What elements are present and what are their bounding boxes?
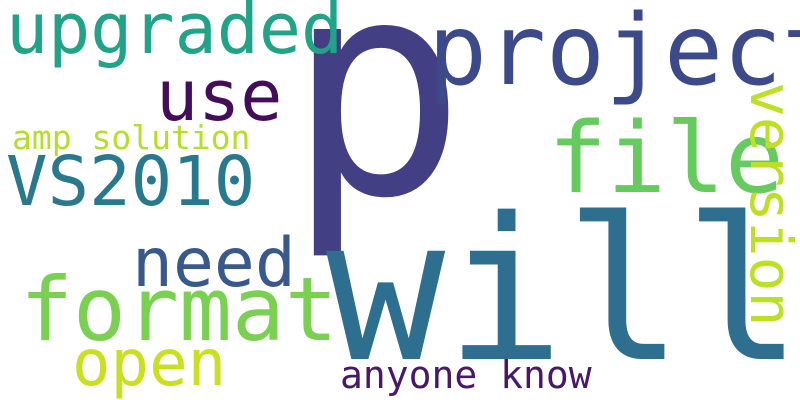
word-file: file: [548, 102, 785, 216]
word-amp-solution: amp solution: [12, 118, 251, 157]
word-vs2010: VS2010: [6, 142, 256, 222]
word-p: p: [286, 0, 467, 264]
word-format: format: [20, 258, 338, 361]
word-version: version: [737, 82, 800, 327]
word-open: open: [72, 327, 227, 400]
word-project: project: [428, 0, 800, 108]
word-will: will: [326, 175, 800, 400]
word-use: use: [156, 55, 283, 137]
word-anyone-know: anyone know: [340, 353, 592, 397]
word-upgraded: upgraded: [6, 0, 344, 70]
word-need: need: [132, 224, 296, 303]
